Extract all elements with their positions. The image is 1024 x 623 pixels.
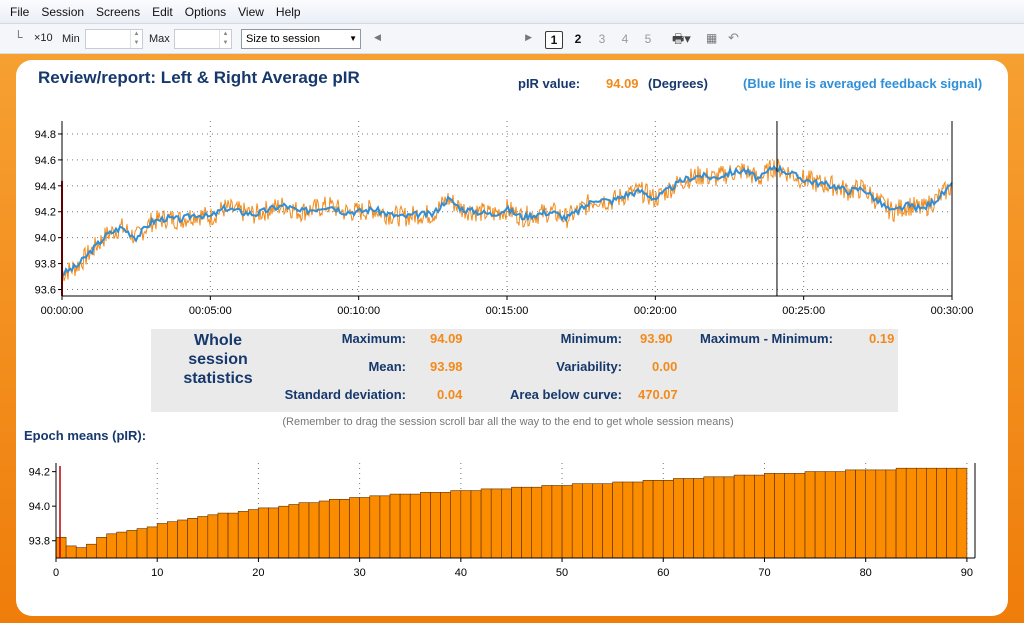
x-tick-label: 00:10:00	[337, 305, 380, 317]
area-label: Area below curve:	[510, 387, 622, 402]
mean-value: 93.98	[430, 359, 463, 374]
range-value: 0.19	[869, 331, 895, 346]
page-button-2[interactable]: 2	[574, 32, 582, 46]
x-tick-label: 00:05:00	[189, 305, 232, 317]
variability-label: Variability:	[556, 359, 622, 374]
epoch-title: Epoch means (pIR):	[24, 428, 147, 443]
page-button-3[interactable]: 3	[598, 32, 606, 46]
minimum-value: 93.90	[640, 331, 673, 346]
y-tick-label: 93.6	[35, 285, 56, 297]
range-label: Maximum - Minimum:	[700, 331, 833, 346]
stepper-arrows-icon[interactable]: ▲ ▼	[130, 30, 142, 48]
maximum-label: Maximum:	[341, 331, 406, 346]
pir-value-label: pIR value:	[518, 76, 581, 91]
sd-value: 0.04	[437, 387, 463, 402]
menu-file[interactable]: File	[10, 4, 30, 19]
pir-unit: (Degrees)	[648, 76, 708, 91]
scroll-right-icon[interactable]: ▶	[525, 32, 532, 42]
averaged-signal-line	[61, 164, 953, 277]
menu-edit[interactable]: Edit	[152, 4, 173, 19]
x10-label[interactable]: ×10	[34, 32, 53, 44]
axis-scale-icon[interactable]: └	[14, 30, 23, 44]
menu-screens[interactable]: Screens	[96, 4, 141, 19]
session-scrollbar[interactable]: ◀ ▶	[370, 32, 536, 46]
y-tick-label: 94.0	[35, 233, 56, 245]
page-button-1[interactable]: 1	[545, 31, 563, 49]
page-button-4[interactable]: 4	[621, 32, 629, 46]
raw-signal-line	[61, 158, 952, 282]
page-button-5[interactable]: 5	[644, 32, 652, 46]
stats-title-line: statistics	[183, 370, 253, 387]
menu-options[interactable]: Options	[184, 4, 227, 19]
y-tick-label: 94.8	[35, 129, 56, 141]
menu-session[interactable]: Session	[41, 4, 85, 19]
minimum-label: Minimum:	[560, 331, 622, 346]
y-tick-label: 94.2	[35, 207, 56, 219]
pir-value: 94.09	[606, 76, 639, 91]
menu-view[interactable]: View	[238, 4, 264, 19]
stepper-arrows-icon[interactable]: ▲ ▼	[219, 30, 231, 48]
blue-line-note: (Blue line is averaged feedback signal)	[743, 76, 983, 91]
chevron-down-icon: ▼	[349, 34, 357, 43]
stats-title-line: Whole	[194, 332, 242, 349]
stats-title-line: session	[188, 351, 248, 368]
x-tick-label: 00:30:00	[931, 305, 974, 317]
size-select-value: Size to session	[246, 33, 320, 45]
scroll-left-icon[interactable]: ◀	[374, 32, 381, 42]
print-icon[interactable]: 🖶▾	[672, 31, 691, 46]
menu-help[interactable]: Help	[275, 4, 301, 19]
stats-box	[151, 329, 898, 412]
min-stepper[interactable]: ▲ ▼	[85, 29, 143, 49]
max-stepper[interactable]: ▲ ▼	[174, 29, 232, 49]
y-tick-label: 94.4	[35, 181, 56, 193]
stats-title: Whole session statistics	[166, 331, 270, 388]
undo-icon[interactable]: ↶	[728, 30, 739, 45]
sd-label: Standard deviation:	[284, 387, 406, 402]
toolbar: └ ×10 Min ▲ ▼ Max ▲ ▼ Size to session ▼ ◀ ▶…	[0, 24, 1024, 54]
y-tick-label: 94.6	[35, 155, 56, 167]
maximum-value: 94.09	[430, 331, 463, 346]
y-tick-label: 93.8	[35, 259, 56, 271]
x-tick-label: 00:00:00	[41, 305, 84, 317]
variability-value: 0.00	[652, 359, 678, 374]
x-tick-label: 00:20:00	[634, 305, 677, 317]
size-select[interactable]: Size to session ▼	[241, 29, 361, 49]
x-tick-label: 00:15:00	[486, 305, 529, 317]
scroll-hint: (Remember to drag the session scroll bar…	[282, 416, 734, 428]
x-tick-label: 00:25:00	[782, 305, 825, 317]
min-label: Min	[62, 33, 80, 45]
page-title: Review/report: Left & Right Average pIR	[38, 68, 360, 87]
max-label: Max	[149, 33, 170, 45]
mean-label: Mean:	[368, 359, 406, 374]
calculator-icon[interactable]: ▦	[706, 31, 718, 45]
area-value: 470.07	[638, 387, 678, 402]
menu-bar: File Session Screens Edit Options View H…	[0, 0, 1024, 24]
